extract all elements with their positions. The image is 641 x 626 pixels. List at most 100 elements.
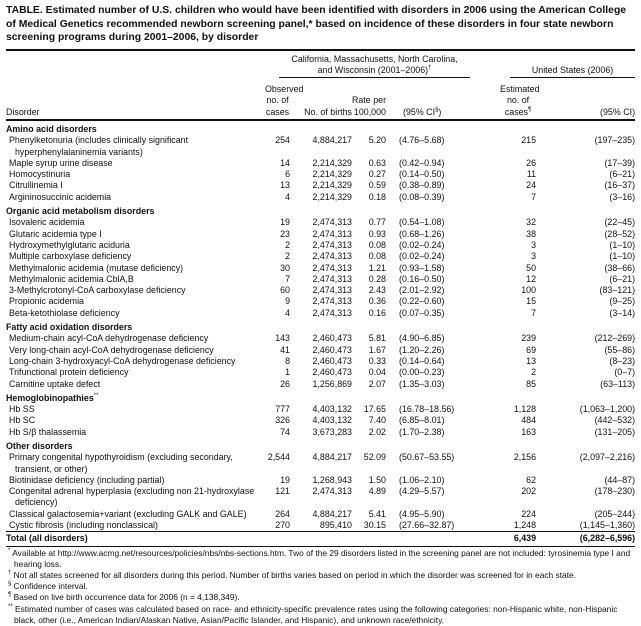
table-row: Very long-chain acyl-CoA dehydrogenase d… — [6, 345, 635, 356]
group-header-row: Hemoglobinopathies** — [6, 390, 635, 404]
total-row: Total (all disorders) 6,439 (6,282–6,596… — [6, 531, 636, 547]
table-row: Propionic acidemia 9 2,474,313 0.36 (0.2… — [6, 296, 635, 307]
disorder-name: Multiple carboxylase deficiency — [9, 251, 132, 262]
footnote-mark: † — [428, 64, 432, 71]
observed-cases: 254 — [275, 135, 290, 146]
rate-ci: (0.02–0.24) — [399, 239, 445, 250]
births: 2,474,313 — [312, 307, 352, 318]
rate: 1.67 — [368, 344, 386, 355]
footnote: ¶ Based on live birth occurrence data fo… — [6, 592, 635, 603]
disorder-name: Biotinidase deficiency (including partia… — [9, 474, 165, 485]
estimated-cases: 215 — [521, 135, 537, 146]
rate-ci: (0.14–0.50) — [399, 169, 445, 180]
table-row: Beta-ketothiolase deficiency 4 2,474,313… — [6, 308, 635, 319]
births: 2,460,473 — [312, 367, 352, 378]
footnote: ** Estimated number of cases was calcula… — [6, 604, 635, 626]
births: 2,460,473 — [312, 333, 352, 344]
rate: 5.81 — [368, 333, 386, 344]
observed-cases: 326 — [275, 415, 290, 426]
rate-ci: (0.08–0.39) — [399, 191, 445, 202]
estimated-cases: 2 — [531, 367, 537, 378]
estimated-ci: (55–86) — [604, 344, 636, 355]
observed-cases: 60 — [280, 285, 290, 296]
rate-ci: (1.70–2.38) — [399, 426, 445, 437]
estimated-ci: (1,145–1,360) — [579, 520, 636, 531]
observed-cases: 270 — [275, 520, 290, 531]
observed-cases: 26 — [280, 378, 290, 389]
rate: 30.15 — [363, 520, 386, 531]
footnote-text: Estimated number of cases was calculated… — [14, 603, 618, 625]
table-title: TABLE. Estimated number of U.S. children… — [6, 5, 627, 43]
table-row: Hb SC 326 4,403,132 7.40 (6.85–8.01) 484… — [6, 415, 635, 426]
births: 2,460,473 — [312, 344, 352, 355]
rate-ci: (27.66–32.87) — [399, 520, 455, 531]
disorder-name: Argininosuccinic acidemia — [9, 191, 112, 202]
col-disorder: Disorder — [6, 78, 265, 121]
table-row: Medium-chain acyl-CoA dehydrogenase defi… — [6, 333, 635, 344]
table-row: Hydroxymethylglutaric aciduria 2 2,474,3… — [6, 240, 635, 251]
disorder-name: Methylmalonic acidemia CblA,B — [9, 273, 134, 284]
disorder-name: Citrullinemia I — [9, 180, 63, 191]
rate-ci: (0.02–0.24) — [399, 251, 445, 262]
footnote-mark: ** — [93, 392, 99, 399]
rate: 2.07 — [368, 378, 386, 389]
footnotes: * Available at http://www.acmg.net/resou… — [6, 548, 635, 626]
rate: 0.36 — [368, 296, 386, 307]
disorder-name: Propionic acidemia — [9, 296, 84, 307]
births: 2,214,329 — [312, 191, 352, 202]
total-ci: (6,282–6,596) — [536, 531, 636, 547]
observed-cases: 2 — [285, 251, 290, 262]
estimated-ci: (1,063–1,200) — [579, 404, 636, 415]
rate-ci: (1.06–2.10) — [399, 474, 445, 485]
rate: 0.08 — [368, 251, 386, 262]
data-table: California, Massachusetts, North Carolin… — [6, 48, 636, 547]
disorder-name: Hb S/β thalassemia — [9, 426, 87, 437]
footnote-text: Not all states screened for all disorder… — [13, 570, 577, 581]
estimated-cases: 202 — [521, 486, 537, 497]
table-row: Isovaleric acidemia 19 2,474,313 0.77 (0… — [6, 217, 635, 228]
estimated-cases: 32 — [526, 217, 537, 228]
col-rate: Rate per 100,000 — [352, 78, 386, 121]
estimated-cases: 163 — [521, 426, 537, 437]
estimated-ci: (3–16) — [609, 191, 636, 202]
rate-ci: (4.29–5.57) — [399, 486, 445, 497]
disorder-name: Homocystinuria — [9, 169, 71, 180]
table-row: Congenital adrenal hyperplasia (excludin… — [6, 486, 635, 509]
births: 4,884,217 — [312, 508, 352, 519]
us-group-label: United States (2006) — [510, 65, 636, 79]
observed-cases: 30 — [280, 262, 290, 273]
group-label: Fatty acid oxidation disorders — [6, 322, 133, 333]
estimated-cases: 69 — [526, 344, 537, 355]
estimated-cases: 1,248 — [513, 520, 537, 531]
table-row: Citrullinemia I 13 2,214,329 0.59 (0.38–… — [6, 180, 635, 191]
rate-ci: (1.35–3.03) — [399, 378, 445, 389]
estimated-ci: (6–21) — [609, 273, 636, 284]
rate: 0.93 — [368, 228, 386, 239]
disorder-name: Carnitine uptake defect — [9, 378, 101, 389]
estimated-cases: 11 — [526, 169, 537, 180]
estimated-cases: 13 — [526, 355, 537, 366]
table-row: Methylmalonic acidemia (mutase deficienc… — [6, 263, 635, 274]
estimated-cases: 85 — [526, 378, 537, 389]
observed-cases: 264 — [275, 508, 290, 519]
rate-ci: (4.90–6.85) — [399, 333, 445, 344]
estimated-cases: 3 — [531, 251, 537, 262]
births: 2,474,313 — [312, 251, 352, 262]
estimated-cases: 26 — [526, 157, 537, 168]
births: 2,460,473 — [312, 355, 352, 366]
disorder-name: Glutaric acidemia type I — [9, 228, 102, 239]
births: 1,268,943 — [312, 474, 352, 485]
col-ci: (95% CI§) — [386, 78, 471, 121]
estimated-ci: (3–14) — [609, 307, 636, 318]
births: 2,214,329 — [312, 157, 352, 168]
estimated-cases: 3 — [531, 239, 537, 250]
estimated-ci: (178–230) — [594, 486, 636, 497]
estimated-ci: (16–37) — [604, 180, 636, 191]
observed-cases: 121 — [275, 486, 290, 497]
rate-ci: (0.38–0.89) — [399, 180, 445, 191]
estimated-ci: (442–532) — [594, 415, 636, 426]
group-label: Amino acid disorders — [6, 123, 97, 134]
births: 2,474,313 — [312, 486, 352, 497]
disorder-name: Primary congenital hypothyroidism (exclu… — [9, 452, 233, 474]
rate-ci: (0.07–0.35) — [399, 307, 445, 318]
